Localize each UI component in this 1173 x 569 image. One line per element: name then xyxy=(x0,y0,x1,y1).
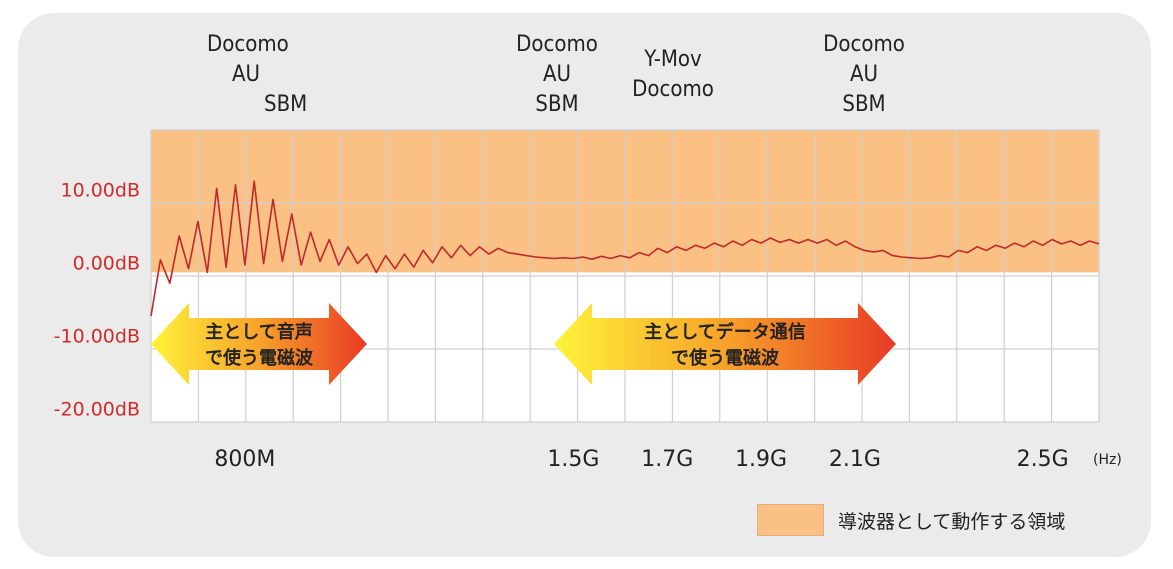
carrier-label: Docomo xyxy=(632,77,714,102)
carrier-group-800m: Docomo AU SBM xyxy=(207,30,307,120)
grid xyxy=(150,129,1100,423)
y-tick-label: -20.00dB xyxy=(54,398,140,420)
y-axis-labels: 10.00dB 0.00dB -10.00dB -20.00dB xyxy=(54,179,140,420)
carrier-label: Docomo xyxy=(207,32,289,57)
gain-trace xyxy=(150,180,1100,317)
carrier-label: AU xyxy=(232,62,261,87)
voice-arrow-shape xyxy=(151,303,367,385)
x-tick-label: 1.7G xyxy=(641,447,693,472)
legend-swatch xyxy=(757,504,824,536)
legend-label: 導波器として動作する領域 xyxy=(838,510,1066,533)
x-tick-label: 1.5G xyxy=(547,447,599,472)
x-axis-unit: (Hz) xyxy=(1093,452,1122,468)
carrier-label: Docomo xyxy=(516,32,598,57)
voice-arrow: 主として音声 で使う電磁波 xyxy=(151,303,367,385)
data-arrow-shape xyxy=(554,303,896,385)
x-tick-label: 2.1G xyxy=(829,447,881,472)
carrier-label: Docomo xyxy=(823,32,905,57)
x-tick-label: 2.5G xyxy=(1017,447,1069,472)
carrier-group-1-5g: Docomo AU SBM xyxy=(510,30,604,120)
data-arrow: 主としてデータ通信 で使う電磁波 xyxy=(554,303,896,385)
carrier-label: SBM xyxy=(535,92,579,117)
voice-arrow-line1: 主として音声 xyxy=(205,321,312,343)
carrier-label: SBM xyxy=(842,92,886,117)
carrier-label: Y-Mov xyxy=(644,47,702,72)
carrier-label: SBM xyxy=(264,92,308,117)
carrier-group-2-1g: Docomo AU SBM xyxy=(817,30,911,120)
data-arrow-line2: で使う電磁波 xyxy=(671,347,780,369)
x-axis-labels: 800M 1.5G 1.7G 1.9G 2.1G 2.5G xyxy=(214,447,1068,472)
x-tick-label: 800M xyxy=(214,447,275,472)
carrier-label: AU xyxy=(849,62,879,87)
voice-arrow-line2: で使う電磁波 xyxy=(205,347,314,369)
carrier-group-1-7g: Y-Mov Docomo xyxy=(626,45,720,105)
carrier-label: AU xyxy=(542,62,572,87)
x-tick-label: 1.9G xyxy=(735,447,787,472)
y-tick-label: -10.00dB xyxy=(54,325,140,347)
y-tick-label: 10.00dB xyxy=(61,179,141,201)
legend: 導波器として動作する領域 xyxy=(757,504,1065,536)
y-tick-label: 0.00dB xyxy=(73,252,140,274)
data-arrow-line1: 主としてデータ通信 xyxy=(644,321,805,343)
